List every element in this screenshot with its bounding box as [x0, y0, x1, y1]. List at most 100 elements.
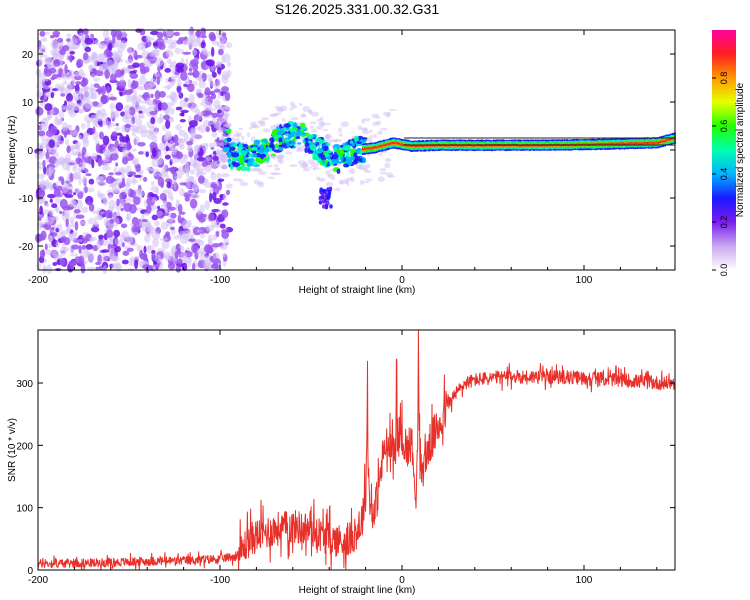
spectral-cell — [608, 142, 611, 145]
spectral-blob — [118, 169, 125, 173]
spectral-blob — [198, 80, 206, 89]
spectral-cell — [425, 144, 427, 147]
spectral-blob — [172, 60, 177, 66]
spectral-blob — [221, 209, 229, 218]
spectral-blob — [190, 128, 196, 138]
spectral-blob — [132, 95, 137, 100]
spectral-blob — [102, 148, 112, 156]
spectral-cell — [626, 142, 628, 145]
spectral-blob — [190, 231, 195, 240]
spectral-blob — [175, 124, 183, 131]
spectral-blob — [200, 247, 205, 256]
spectral-blob — [68, 260, 77, 267]
spectral-blob — [208, 142, 216, 148]
spectral-blob — [81, 175, 88, 185]
spectral-blob — [385, 112, 391, 118]
spectral-cell — [420, 144, 423, 147]
spectral-cell — [633, 142, 636, 145]
spectral-blob — [55, 241, 60, 248]
spectral-cell — [595, 143, 598, 146]
spectral-blob — [61, 183, 69, 193]
spectral-blob — [74, 71, 80, 78]
spectral-blob — [58, 118, 63, 124]
spectral-blob — [278, 158, 284, 165]
spectral-blob — [132, 62, 140, 68]
spectral-blob — [180, 252, 188, 259]
spectral-blob — [312, 167, 322, 170]
spectral-blob — [76, 239, 83, 243]
spectral-blob — [278, 154, 285, 159]
spectral-blob — [96, 53, 105, 63]
spectral-blob — [334, 187, 341, 192]
spectral-blob — [71, 160, 75, 164]
spectral-blob — [70, 220, 75, 229]
spectral-blob — [178, 90, 182, 96]
spectral-blob — [80, 122, 86, 130]
spectral-blob — [310, 128, 317, 133]
spectral-cell — [362, 147, 364, 150]
spectral-cell — [632, 142, 635, 145]
spectral-blob — [63, 158, 72, 163]
spectral-blob — [35, 151, 44, 160]
spectral-blob — [187, 145, 194, 153]
spectral-blob — [207, 234, 212, 243]
spectral-blob — [216, 41, 225, 48]
spectral-blob — [350, 176, 355, 183]
spectral-blob — [114, 126, 121, 131]
spectral-cell — [391, 142, 393, 145]
spectral-blob — [192, 69, 200, 79]
spectral-blob — [111, 262, 118, 270]
spectral-blob — [220, 38, 227, 43]
spectral-blob — [336, 148, 345, 155]
spectral-blob — [141, 223, 149, 232]
spectral-blob — [122, 250, 130, 256]
spectral-blob — [196, 126, 201, 131]
spectral-blob — [233, 142, 237, 148]
spectral-blob — [149, 103, 158, 111]
spectral-blob — [250, 121, 257, 127]
spectral-blob — [167, 191, 174, 200]
spectral-blob — [74, 143, 80, 149]
spectral-blob — [43, 67, 50, 74]
spectral-blob — [128, 257, 136, 267]
spectral-blob — [56, 180, 62, 184]
spectral-blob — [175, 265, 181, 273]
spectral-blob — [195, 173, 199, 178]
spectral-blob — [59, 198, 68, 209]
spectral-blob — [326, 200, 330, 206]
spectral-blob — [166, 102, 173, 109]
spectral-blob — [259, 144, 264, 150]
spectral-blob — [73, 208, 81, 214]
spectral-blob — [153, 172, 157, 177]
spectral-blob — [205, 111, 213, 116]
spectral-blob — [233, 178, 240, 182]
spectral-blob — [56, 85, 64, 92]
spectral-blob — [119, 192, 126, 200]
spectral-blob — [84, 37, 93, 45]
spectral-blob — [62, 80, 68, 85]
spectral-blob — [377, 130, 383, 136]
spectral-blob — [222, 164, 228, 170]
spectral-blob — [217, 178, 225, 182]
spectral-blob — [312, 154, 319, 161]
spectral-blob — [307, 149, 314, 154]
spectral-blob — [266, 164, 273, 168]
spectral-blob — [226, 69, 232, 78]
snr-y-label: SNR (10 * v/v) — [7, 418, 18, 482]
spectral-blob — [123, 188, 131, 195]
spectral-blob — [55, 206, 60, 214]
spectral-blob — [196, 229, 202, 233]
spectral-blob — [45, 203, 50, 207]
spectral-blob — [169, 226, 175, 231]
spectral-blob — [66, 53, 70, 62]
spectral-blob — [51, 229, 57, 233]
spectral-blob — [58, 223, 63, 231]
spectral-blob — [85, 91, 90, 96]
spectral-blob — [304, 147, 308, 154]
spectral-blob — [98, 214, 103, 221]
spectral-blob — [194, 159, 198, 165]
spectral-cell — [417, 145, 420, 148]
spectral-blob — [98, 66, 104, 72]
spectral-cell — [649, 141, 651, 144]
spectral-blob — [146, 55, 155, 60]
